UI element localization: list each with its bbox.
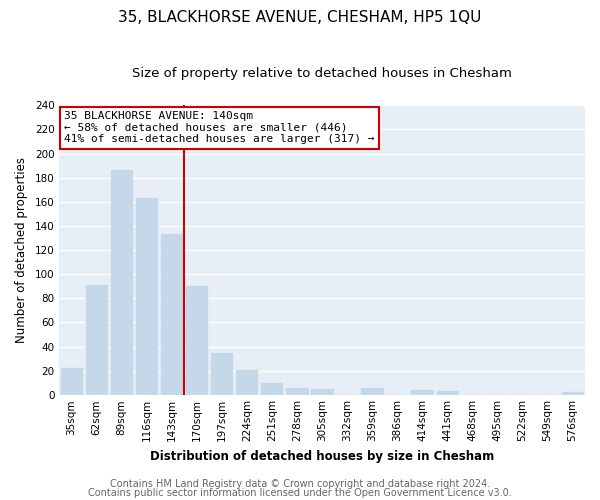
- Bar: [136, 198, 157, 395]
- Y-axis label: Number of detached properties: Number of detached properties: [15, 157, 28, 343]
- Text: 35, BLACKHORSE AVENUE, CHESHAM, HP5 1QU: 35, BLACKHORSE AVENUE, CHESHAM, HP5 1QU: [118, 10, 482, 25]
- Bar: [437, 392, 458, 395]
- Bar: [111, 170, 132, 395]
- Bar: [361, 388, 383, 395]
- Bar: [562, 392, 583, 395]
- Bar: [186, 286, 208, 395]
- Bar: [286, 388, 308, 395]
- Bar: [412, 390, 433, 395]
- Text: 35 BLACKHORSE AVENUE: 140sqm
← 58% of detached houses are smaller (446)
41% of s: 35 BLACKHORSE AVENUE: 140sqm ← 58% of de…: [64, 111, 374, 144]
- X-axis label: Distribution of detached houses by size in Chesham: Distribution of detached houses by size …: [150, 450, 494, 462]
- Text: Contains HM Land Registry data © Crown copyright and database right 2024.: Contains HM Land Registry data © Crown c…: [110, 479, 490, 489]
- Title: Size of property relative to detached houses in Chesham: Size of property relative to detached ho…: [132, 68, 512, 80]
- Bar: [86, 285, 107, 395]
- Bar: [311, 389, 332, 395]
- Bar: [61, 368, 82, 395]
- Bar: [236, 370, 257, 395]
- Bar: [261, 383, 283, 395]
- Bar: [211, 352, 232, 395]
- Bar: [161, 234, 182, 395]
- Text: Contains public sector information licensed under the Open Government Licence v3: Contains public sector information licen…: [88, 488, 512, 498]
